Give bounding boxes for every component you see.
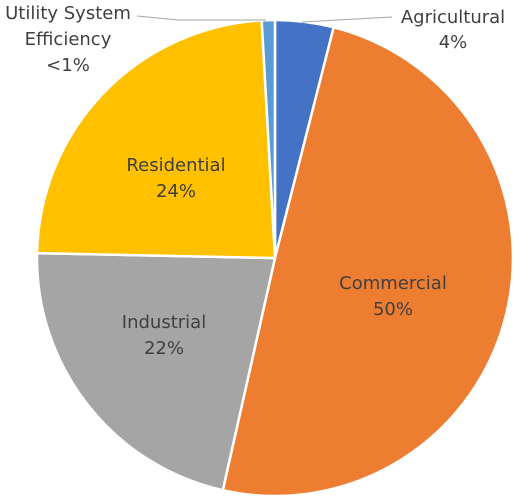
label-industrial-name: Industrial <box>122 312 206 333</box>
label-agricultural: Agricultural <box>401 7 505 28</box>
pie-slice-residential <box>35 19 277 260</box>
label-commercial-name: Commercial <box>339 273 447 294</box>
label-agricultural-name: Agricultural <box>401 7 505 28</box>
pie-slice-industrial <box>35 251 277 492</box>
label-commercial-value: 50% <box>373 299 413 320</box>
leader-line-agricultural <box>301 16 393 23</box>
pie-slice-commercial <box>221 26 515 498</box>
label-residential-value: 24% <box>156 181 196 202</box>
leader-line-utility <box>136 15 266 21</box>
label-industrial-value: 22% <box>144 338 184 359</box>
pie-slices <box>35 18 515 498</box>
label-utility-value: <1% <box>46 55 90 76</box>
label-residential-name: Residential <box>126 155 225 176</box>
label-agricultural-value: 4% <box>439 32 468 53</box>
label-utility-line2: Efficiency <box>25 29 112 50</box>
label-utility-line1: Utility System <box>5 3 131 24</box>
